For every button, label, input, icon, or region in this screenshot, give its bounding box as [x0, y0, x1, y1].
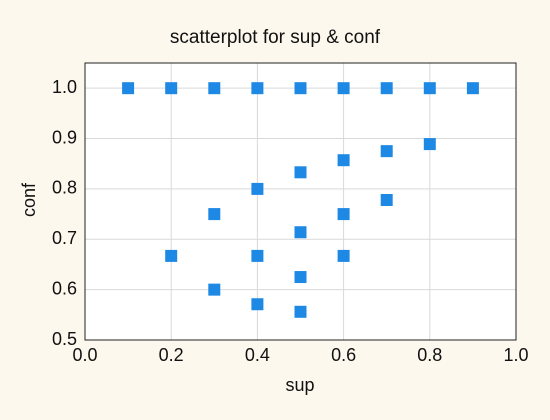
point: [294, 82, 307, 95]
y-tick-label: 0.6: [52, 278, 77, 298]
point: [337, 154, 350, 167]
x-axis-label: sup: [285, 375, 314, 395]
point: [423, 138, 436, 151]
chart-title: scatterplot for sup & conf: [170, 27, 381, 48]
point: [380, 145, 393, 158]
plot-area: [85, 63, 516, 340]
point: [294, 305, 307, 318]
plot-border: [84, 62, 517, 341]
y-tick-label: 0.5: [52, 329, 77, 349]
point: [466, 82, 479, 95]
y-tick-label: 0.8: [52, 178, 77, 198]
point: [380, 82, 393, 95]
point: [251, 182, 264, 195]
point: [337, 208, 350, 221]
point: [251, 298, 264, 311]
point: [380, 193, 393, 206]
x-tick-label: 0.6: [331, 345, 356, 365]
point: [208, 82, 221, 95]
y-tick-label: 0.7: [52, 228, 77, 248]
point: [294, 226, 307, 239]
point: [423, 82, 436, 95]
point: [294, 271, 307, 284]
point: [337, 82, 350, 95]
y-tick-label: 1.0: [52, 77, 77, 97]
point: [122, 82, 135, 95]
grid: [84, 63, 517, 341]
point: [251, 249, 264, 262]
point: [294, 166, 307, 179]
y-tick-label: 0.9: [52, 127, 77, 147]
point: [165, 249, 178, 262]
point: [208, 208, 221, 221]
x-tick-label: 0.4: [245, 345, 270, 365]
x-tick-label: 0.8: [417, 345, 442, 365]
point: [208, 283, 221, 296]
x-tick-label: 0.0: [72, 345, 97, 365]
point: [337, 249, 350, 262]
x-tick-label: 0.2: [159, 345, 184, 365]
point: [251, 82, 264, 95]
x-tick-label: 1.0: [503, 345, 528, 365]
y-axis-label: conf: [19, 182, 39, 217]
point: [165, 82, 178, 95]
marks: [122, 82, 479, 318]
